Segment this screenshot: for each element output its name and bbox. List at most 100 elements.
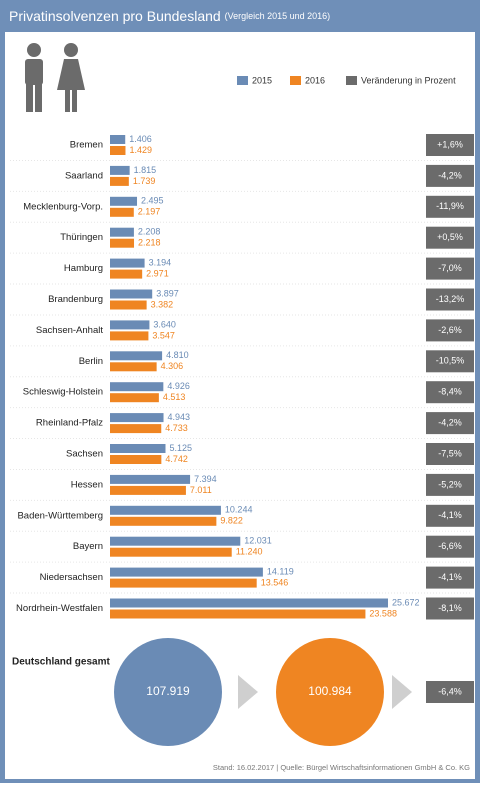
value-label: 2.197 bbox=[138, 207, 161, 217]
total-circle bbox=[276, 638, 384, 746]
change-box bbox=[426, 226, 474, 249]
category-label: Sachsen-Anhalt bbox=[36, 325, 103, 336]
total-value: 107.919 bbox=[146, 684, 190, 698]
value-label: 23.588 bbox=[369, 608, 397, 618]
change-label: +1,6% bbox=[437, 139, 463, 149]
change-box bbox=[426, 381, 474, 404]
value-label: 3.897 bbox=[156, 288, 179, 298]
bar bbox=[110, 516, 217, 526]
source: Stand: 16.02.2017 | Quelle: Bürgel Wirts… bbox=[213, 763, 470, 772]
bar bbox=[110, 362, 157, 372]
value-label: 3.382 bbox=[151, 299, 174, 309]
bar bbox=[110, 413, 164, 423]
value-label: 5.125 bbox=[169, 443, 192, 453]
value-label: 1.739 bbox=[133, 176, 156, 186]
change-label: -11,9% bbox=[436, 201, 464, 211]
bar bbox=[110, 331, 149, 341]
change-label: -13,2% bbox=[436, 294, 465, 304]
change-label: -2,6% bbox=[438, 325, 462, 335]
category-label: Berlin bbox=[79, 356, 103, 367]
bar bbox=[110, 351, 163, 361]
category-label: Mecklenburg-Vorp. bbox=[23, 201, 103, 212]
change-label: -4,2% bbox=[438, 170, 462, 180]
change-box bbox=[426, 681, 474, 703]
change-box bbox=[426, 412, 474, 435]
change-label: -10,5% bbox=[436, 356, 465, 366]
legend-swatch bbox=[237, 76, 248, 85]
bar bbox=[110, 269, 143, 279]
bar bbox=[110, 485, 186, 495]
bar bbox=[110, 238, 135, 248]
title-text: Privatinsolvenzen pro Bundesland bbox=[9, 8, 221, 24]
value-label: 2.495 bbox=[141, 196, 164, 206]
value-label: 11.240 bbox=[236, 547, 263, 557]
category-label: Bremen bbox=[70, 140, 103, 151]
bar bbox=[110, 289, 153, 299]
bar bbox=[110, 320, 150, 330]
bar bbox=[110, 207, 134, 217]
category-label: Brandenburg bbox=[48, 294, 103, 305]
value-label: 10.244 bbox=[225, 505, 253, 515]
person-icons bbox=[25, 43, 85, 112]
bar bbox=[110, 536, 241, 546]
change-box bbox=[426, 504, 474, 527]
bar bbox=[110, 505, 221, 515]
category-label: Niedersachsen bbox=[40, 572, 103, 583]
bar bbox=[110, 382, 164, 392]
bar bbox=[110, 424, 162, 434]
value-label: 4.926 bbox=[167, 381, 190, 391]
change-box bbox=[426, 257, 474, 280]
value-label: 2.971 bbox=[146, 268, 169, 278]
change-box bbox=[426, 195, 474, 218]
change-box bbox=[426, 566, 474, 589]
value-label: 2.208 bbox=[138, 227, 161, 237]
bar bbox=[110, 258, 145, 268]
change-box bbox=[426, 288, 474, 311]
total-label: Deutschland gesamt bbox=[12, 657, 110, 668]
bar bbox=[110, 567, 263, 577]
bar bbox=[110, 165, 130, 175]
change-box bbox=[426, 535, 474, 558]
change-box bbox=[426, 443, 474, 465]
panel bbox=[5, 32, 475, 779]
change-label: -7,5% bbox=[438, 448, 462, 458]
bar bbox=[110, 598, 388, 608]
bar bbox=[110, 578, 257, 588]
category-label: Rheinland-Pfalz bbox=[36, 418, 103, 429]
bar bbox=[110, 547, 232, 557]
legend-label: 2016 bbox=[305, 75, 325, 85]
bar bbox=[110, 393, 159, 403]
bar bbox=[110, 474, 191, 484]
value-label: 9.822 bbox=[220, 516, 243, 526]
value-label: 3.194 bbox=[149, 257, 172, 267]
bar bbox=[110, 455, 162, 464]
change-label: +0,5% bbox=[437, 232, 463, 242]
value-label: 4.742 bbox=[165, 454, 188, 464]
value-label: 14.119 bbox=[267, 566, 294, 576]
change-label: -6,4% bbox=[438, 686, 462, 696]
bar bbox=[110, 176, 129, 186]
change-box bbox=[426, 134, 474, 156]
category-label: Sachsen bbox=[66, 449, 103, 460]
category-label: Baden-Württemberg bbox=[17, 510, 103, 521]
legend-swatch bbox=[346, 76, 357, 85]
value-label: 3.547 bbox=[152, 330, 175, 340]
value-label: 13.546 bbox=[261, 577, 289, 587]
bar bbox=[110, 609, 366, 619]
change-label: -4,1% bbox=[438, 572, 462, 582]
bar bbox=[110, 227, 134, 237]
change-box bbox=[426, 319, 474, 342]
change-box bbox=[426, 473, 474, 496]
bar bbox=[110, 196, 138, 206]
category-label: Bayern bbox=[73, 541, 103, 552]
legend-label: 2015 bbox=[252, 75, 272, 85]
bar bbox=[110, 135, 126, 144]
title: Privatinsolvenzen pro Bundesland (Vergle… bbox=[9, 8, 330, 24]
total-value: 100.984 bbox=[308, 684, 352, 698]
value-label: 3.640 bbox=[153, 319, 176, 329]
change-label: -8,1% bbox=[438, 603, 462, 613]
change-box bbox=[426, 597, 474, 620]
category-label: Hessen bbox=[71, 479, 103, 490]
change-label: -8,4% bbox=[438, 387, 462, 397]
